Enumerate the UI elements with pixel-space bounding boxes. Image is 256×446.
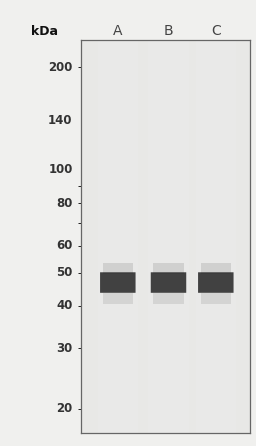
Text: 140: 140 [48, 114, 73, 127]
Text: A: A [113, 24, 123, 38]
Text: 60: 60 [56, 239, 73, 252]
Bar [153, 293, 184, 304]
Text: 200: 200 [48, 61, 73, 74]
Bar [98, 40, 138, 433]
FancyBboxPatch shape [151, 273, 186, 293]
FancyBboxPatch shape [100, 273, 136, 293]
Text: 40: 40 [56, 299, 73, 312]
Bar [201, 293, 231, 304]
Text: kDa: kDa [31, 25, 58, 38]
Text: 50: 50 [56, 266, 73, 279]
Text: 100: 100 [48, 163, 73, 177]
Bar [103, 263, 133, 274]
Text: 80: 80 [56, 197, 73, 210]
Bar [103, 293, 133, 304]
Text: 30: 30 [56, 342, 73, 355]
Text: B: B [164, 24, 173, 38]
Bar [153, 263, 184, 274]
Bar [196, 40, 236, 433]
Text: C: C [211, 24, 221, 38]
FancyBboxPatch shape [198, 273, 233, 293]
Bar [148, 40, 189, 433]
Bar [201, 263, 231, 274]
Text: 20: 20 [56, 402, 73, 415]
